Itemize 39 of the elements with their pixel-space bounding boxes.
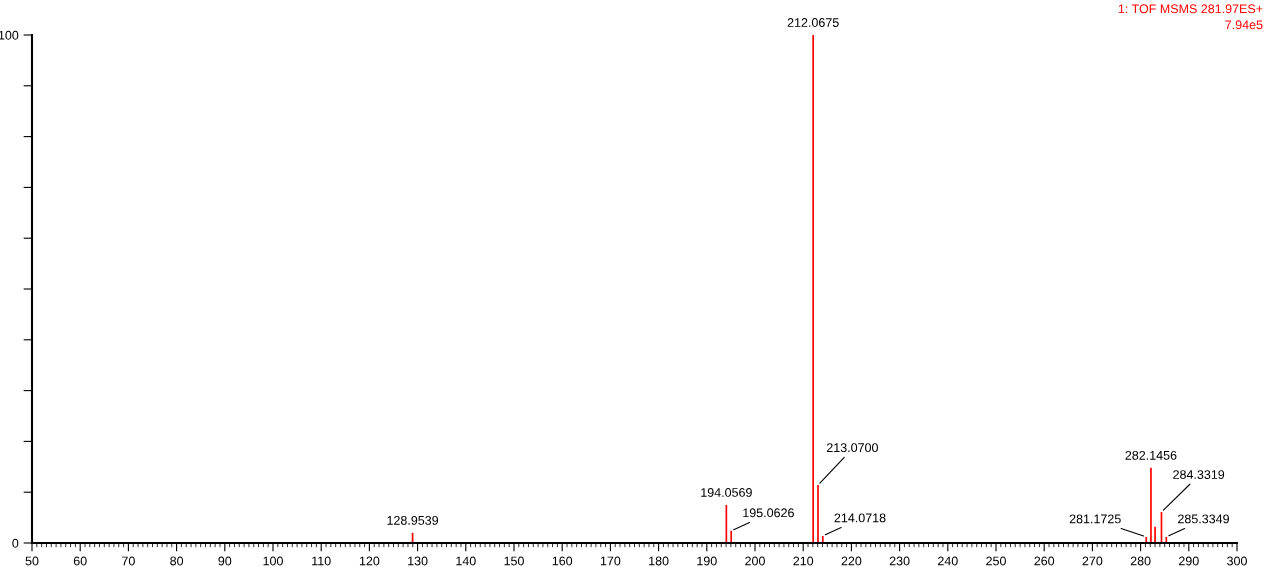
x-tick-label: 130 xyxy=(408,556,428,566)
x-tick-label: 220 xyxy=(841,556,862,566)
x-tick-label: 170 xyxy=(600,556,621,566)
x-tick-label: 180 xyxy=(649,556,669,566)
x-tick-label: 210 xyxy=(793,556,814,566)
x-tick-label: 150 xyxy=(504,556,524,566)
x-tick-label: 280 xyxy=(1130,556,1151,566)
annotation: 128.9539 xyxy=(387,515,439,525)
annotation: 213.0700 xyxy=(826,443,878,453)
annotation: 284.3319 xyxy=(1173,470,1225,479)
x-tick-label: 290 xyxy=(1179,556,1199,566)
x-tick-label: 50 xyxy=(25,556,39,566)
x-tick-label: 70 xyxy=(122,556,135,566)
x-tick-label: 110 xyxy=(312,556,331,566)
annotation: 282.1456 xyxy=(1125,450,1177,460)
annotation: 212.0675 xyxy=(787,18,839,27)
annotation: 195.0626 xyxy=(743,508,794,518)
x-tick-label: 90 xyxy=(218,556,232,566)
x-tick-label: 270 xyxy=(1082,556,1103,566)
x-tick-label: 140 xyxy=(456,556,476,566)
y-tick-label: 0 xyxy=(12,538,19,548)
annotation: 214.0718 xyxy=(834,513,886,523)
x-tick-label: 260 xyxy=(1034,556,1055,566)
x-tick-label: 230 xyxy=(889,556,910,566)
annotation: 194.0569 xyxy=(701,488,752,497)
x-tick-label: 80 xyxy=(170,556,184,566)
x-tick-label: 60 xyxy=(73,556,87,566)
x-tick-label: 240 xyxy=(938,556,958,566)
annotation: 281.1725 xyxy=(1069,514,1121,524)
text: 1: TOF MSMS 281.97ES+ xyxy=(1118,4,1263,14)
x-tick-label: 100 xyxy=(263,556,283,566)
x-tick-label: 200 xyxy=(745,556,765,566)
x-tick-label: 300 xyxy=(1227,556,1247,566)
x-tick-label: 160 xyxy=(552,556,573,566)
x-tick-label: 250 xyxy=(986,556,1006,566)
x-tick-label: 190 xyxy=(697,556,717,566)
annotation: 285.3349 xyxy=(1178,514,1229,524)
text: 7.94e5 xyxy=(1225,20,1263,30)
x-tick-label: 120 xyxy=(359,556,380,566)
